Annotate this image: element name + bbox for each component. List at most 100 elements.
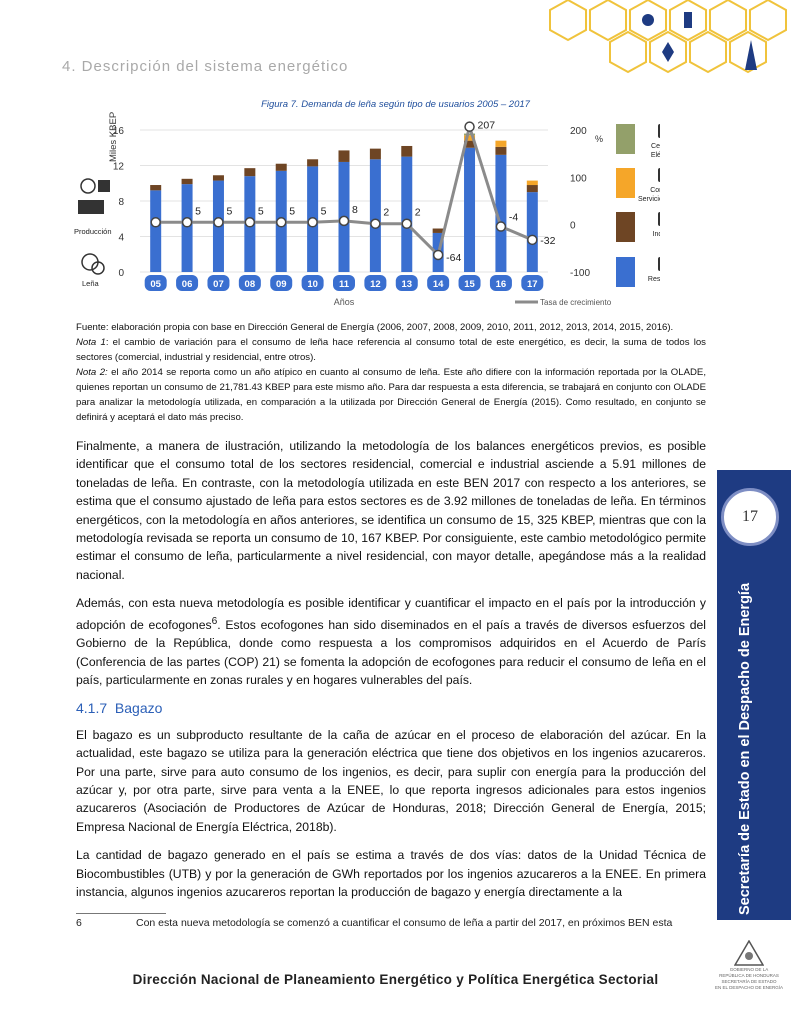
production-label: Producción	[74, 227, 112, 236]
firewood-label: Leña	[82, 279, 100, 288]
note-2: Nota 2: el año 2014 se reporta como un a…	[76, 367, 706, 423]
growth-rate-label: -4	[509, 212, 518, 224]
growth-rate-label: 2	[383, 207, 389, 219]
lightbulb-icon	[642, 14, 654, 26]
growth-rate-point	[401, 218, 413, 229]
note-2-label: Nota 2:	[76, 367, 108, 378]
growth-rate-point	[275, 217, 287, 228]
bar-17-segment	[526, 192, 538, 272]
x-tick-label: 12	[370, 279, 381, 290]
growth-rate-label: 5	[226, 205, 232, 217]
note-1-label: Nota 1	[76, 337, 106, 348]
battery-icon	[684, 12, 692, 28]
legend-icon	[658, 124, 660, 138]
legend-label: Centrales	[651, 143, 660, 150]
legend-swatch	[616, 168, 635, 198]
growth-rate-label: -64	[446, 252, 461, 264]
bar-08-segment	[244, 168, 256, 177]
subsection-heading: 4.1.7 Bagazo	[76, 700, 163, 717]
x-tick-label: 09	[276, 279, 287, 290]
x-tick-label: 16	[496, 279, 507, 290]
bar-16-segment	[495, 140, 507, 147]
paragraph-1: Finalmente, a manera de ilustración, uti…	[76, 439, 706, 582]
y2-tick-label: -100	[570, 268, 590, 279]
category-pill	[521, 275, 544, 291]
hexagon-decoration	[549, 0, 787, 74]
growth-rate-label: 5	[289, 205, 295, 217]
y2-axis-label: %	[595, 134, 603, 144]
paragraph-3: El bagazo es un subproducto resultante d…	[76, 727, 706, 834]
legend-icon	[658, 212, 660, 226]
legend-label: Industria	[653, 231, 660, 238]
bar-17-segment	[526, 180, 538, 186]
body-text: Finalmente, a manera de ilustración, uti…	[76, 437, 706, 911]
bar-15-segment	[464, 147, 476, 272]
category-pill	[144, 275, 167, 291]
page-footer: Dirección Nacional de Planeamiento Energ…	[132, 972, 659, 987]
growth-rate-label: 207	[478, 120, 496, 132]
growth-rate-label: 5	[195, 205, 201, 217]
firewood-demand-chart: 0 4 8 12 16 -100 0 100 200 Miles KBEP % 05 06 07 08 09 1…	[74, 112, 660, 307]
section-title: 4. Descripción del sistema energético	[62, 58, 349, 75]
growth-rate-label: -32	[540, 235, 555, 247]
factory-icon	[78, 200, 104, 214]
category-pill	[238, 275, 261, 291]
note-1: Nota 1: el cambio de variación para el c…	[76, 337, 706, 363]
figure-caption-text: Demanda de leña según tipo de usuarios 2…	[301, 99, 530, 110]
legend-label: Residencial	[648, 276, 660, 283]
category-pill	[427, 275, 450, 291]
bar-14-segment	[432, 228, 444, 233]
category-pill	[270, 275, 293, 291]
category-pill	[364, 275, 387, 291]
y-tick-label: 8	[118, 197, 124, 208]
solar-panel-icon	[98, 180, 110, 192]
category-pill	[207, 275, 230, 291]
y-tick-label: 0	[118, 268, 124, 279]
bar-12-segment	[369, 159, 381, 272]
x-tick-label: 07	[213, 279, 224, 290]
y-tick-label: 16	[113, 126, 125, 137]
footnote-text: Con esta nueva metodología se comenzó a …	[136, 917, 673, 929]
y-axis-label: Miles KBEP	[108, 112, 119, 162]
y2-tick-label: 0	[570, 221, 576, 232]
x-tick-label: 14	[433, 279, 444, 290]
bar-06-segment	[181, 184, 193, 272]
bar-11-segment	[338, 150, 350, 162]
growth-rate-point	[527, 234, 538, 246]
x-tick-label: 05	[150, 279, 161, 290]
y-tick-label: 4	[118, 233, 124, 244]
bar-07-segment	[212, 175, 224, 181]
footnote-divider	[76, 913, 166, 914]
figure-caption-prefix: Figura 7.	[261, 99, 302, 110]
x-axis-label: Años	[334, 297, 355, 307]
x-tick-label: 10	[307, 279, 318, 290]
category-pill	[301, 275, 324, 291]
bar-06-segment	[181, 178, 193, 185]
seal-emblem-icon	[733, 939, 765, 966]
government-seal: GOBIERNO DE LA REPÚBLICA DE HONDURAS SEC…	[712, 939, 786, 991]
bar-15-segment	[464, 135, 476, 141]
growth-rate-label: 5	[258, 205, 264, 217]
growth-rate-label: 2	[415, 207, 421, 219]
growth-rate-point	[244, 217, 256, 228]
growth-rate-point	[432, 249, 444, 261]
footnote-ref: 6	[211, 615, 218, 627]
page-number: 17	[721, 488, 779, 546]
bar-05-segment	[150, 190, 162, 272]
category-pill	[176, 275, 199, 291]
category-pill	[395, 275, 418, 291]
footnote-number: 6	[76, 917, 82, 929]
sun-icon	[80, 178, 96, 194]
legend-swatch	[616, 212, 635, 242]
legend-icon	[658, 168, 660, 182]
legend-swatch	[616, 257, 635, 287]
sidebar-title: Secretaría de Estado en el Despacho de E…	[737, 582, 753, 915]
x-tick-label: 15	[464, 279, 475, 290]
paragraph-2: Además, con esta nueva metodología es po…	[76, 596, 706, 687]
growth-rate-point	[370, 218, 381, 229]
y2-tick-label: 100	[570, 173, 587, 184]
growth-rate-point	[338, 215, 350, 227]
flame-icon	[662, 42, 674, 62]
y-tick-label: 12	[113, 162, 125, 173]
category-pill	[333, 275, 355, 291]
